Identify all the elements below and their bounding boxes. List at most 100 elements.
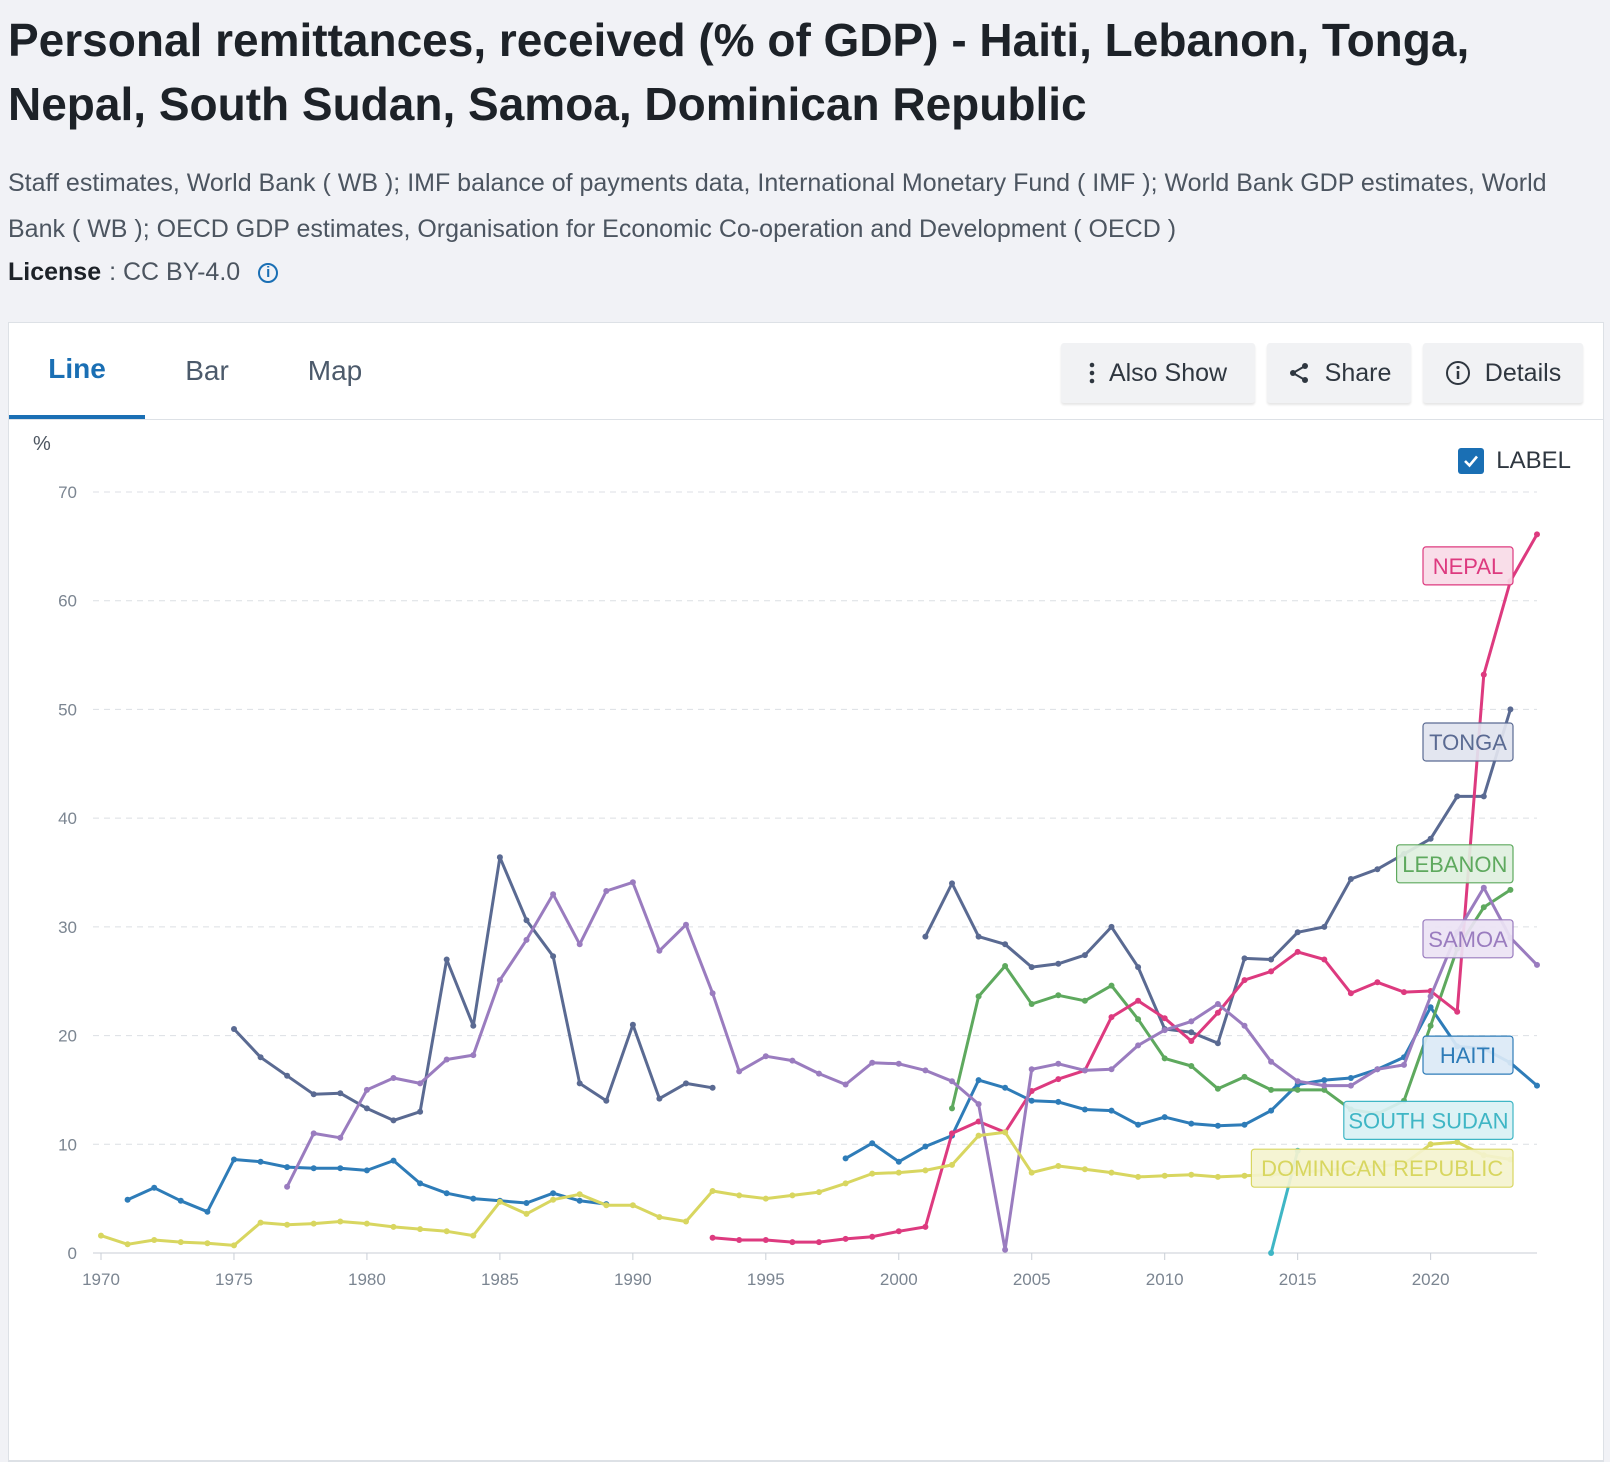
data-point [1294,1086,1301,1093]
y-tick-label: 40 [58,809,77,828]
data-point [1028,1097,1035,1104]
data-point [922,1067,929,1074]
data-point [922,1143,929,1150]
series-line [712,533,1539,1244]
data-point [470,1052,477,1059]
share-label: Share [1324,358,1392,387]
data-point [842,1081,849,1088]
data-point [1055,1163,1062,1169]
data-point [1374,866,1381,873]
data-point [1294,929,1301,936]
data-point [443,1056,450,1063]
data-point [550,1196,557,1203]
data-point [1401,989,1407,996]
tab-line[interactable]: Line [9,323,145,419]
data-point [1534,961,1540,968]
data-point [1188,1063,1195,1069]
x-tick-label: 2010 [1146,1270,1184,1289]
also-show-button[interactable]: Also Show [1061,343,1255,403]
data-point [1188,1029,1195,1036]
data-point [1241,1022,1248,1029]
data-point [1028,964,1035,971]
data-point [576,1191,583,1198]
line-chart: 0 10 20 30 40 50 60 70 1970 1975 1980 1985 1990 1995 2… [58,483,1540,1289]
data-point [257,1158,264,1165]
data-point [895,1158,902,1165]
data-point [496,854,503,861]
data-point [603,1097,610,1104]
data-point [1055,1060,1062,1067]
data-point [629,1202,636,1209]
label-toggle[interactable]: LABEL [1458,447,1571,475]
data-point [1214,1001,1221,1007]
data-point [1135,1173,1142,1180]
data-point [310,1165,317,1172]
data-point [576,1197,583,1204]
series-line [232,855,713,1122]
series-label-box [1422,722,1514,762]
data-point [496,977,503,984]
data-point [417,1226,424,1233]
x-tick-label: 2005 [1013,1270,1051,1289]
data-point [1321,1086,1328,1093]
data-point [1135,964,1142,971]
data-point [869,1140,876,1147]
data-point [363,1220,370,1227]
data-point [789,1192,796,1199]
data-point [231,1156,237,1163]
data-point [177,1239,184,1246]
checkbox-checked-icon[interactable] [1458,448,1485,474]
details-button[interactable]: Details [1423,343,1583,403]
tab-bar-chart[interactable]: Bar [185,355,229,386]
data-point [284,1183,291,1190]
data-point [177,1197,184,1204]
data-point [496,1198,503,1205]
series-label: DOMINICAN REPUBLIC [1261,1156,1503,1181]
y-tick-label: 20 [58,1027,77,1046]
data-point [683,1080,689,1087]
data-point [1294,1078,1301,1085]
data-point [789,1239,796,1246]
data-point [1268,956,1275,963]
data-point [1214,1122,1221,1129]
y-tick-label: 10 [58,1135,77,1154]
data-point [1188,1120,1195,1127]
data-point [975,1101,982,1108]
license-label: License [8,258,102,286]
data-point [1135,1121,1142,1128]
data-point [1268,968,1275,975]
data-point [603,888,610,894]
data-point [1055,992,1062,999]
data-point [1214,1009,1221,1016]
y-tick-label: 50 [58,700,77,719]
data-point [1108,982,1115,989]
data-point [1480,793,1487,800]
data-point [709,1188,716,1194]
data-point [1028,1001,1035,1007]
data-point [736,1068,743,1075]
data-point [1268,1086,1275,1093]
data-point [1002,1084,1009,1091]
share-button[interactable]: Share [1267,343,1411,403]
data-point [1108,1014,1115,1021]
data-point [1081,1067,1088,1074]
data-point [1108,1169,1115,1176]
data-point [762,1053,769,1060]
data-point [656,1095,663,1102]
series-label-box [1250,1148,1514,1188]
x-tick-label: 1990 [614,1270,652,1289]
data-point [789,1057,796,1064]
info-circle-icon [1445,360,1471,386]
series-label-box [1422,546,1514,586]
data-point [257,1219,264,1226]
data-point [842,1180,849,1187]
data-point [1241,955,1248,962]
data-point [975,1077,982,1084]
data-point [1507,706,1514,713]
info-circle-icon[interactable]: i [258,262,279,283]
data-point [550,891,557,898]
data-point [1214,1040,1221,1047]
data-point [683,921,689,928]
tab-map[interactable]: Map [307,355,363,386]
details-label: Details [1484,358,1562,387]
